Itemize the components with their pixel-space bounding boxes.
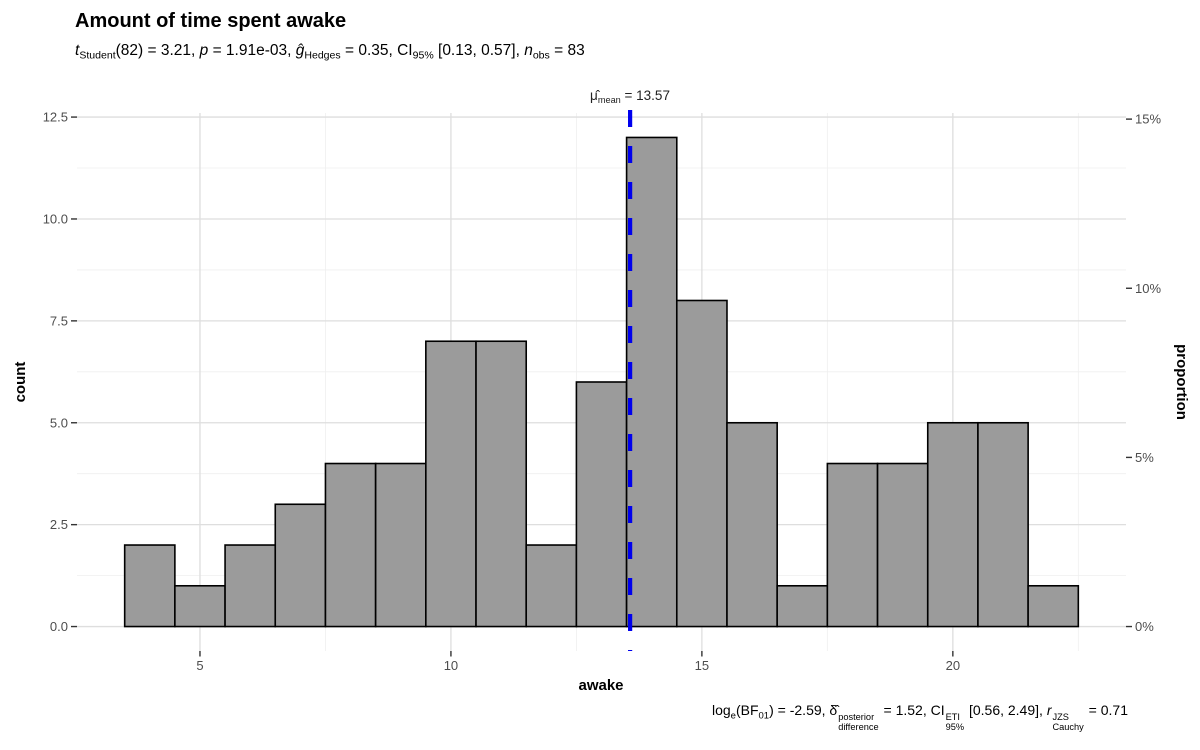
histogram-bar xyxy=(525,544,578,628)
secondary-y-axis-title: proportion xyxy=(1173,344,1190,420)
histogram-bar xyxy=(776,584,829,628)
x-axis-title: awake xyxy=(578,677,624,694)
y-tick-label: 12.5 xyxy=(43,110,68,125)
y-axis-title: count xyxy=(12,361,29,403)
histogram-bar xyxy=(324,462,377,628)
histogram-bar xyxy=(876,462,929,628)
y2-tick-label: 0% xyxy=(1135,619,1154,634)
y2-tick-label: 10% xyxy=(1135,281,1161,296)
histogram-bar xyxy=(675,299,728,628)
histogram-bar xyxy=(826,462,879,628)
mean-annotation: μ̂mean = 13.57 xyxy=(590,88,670,106)
y-tick-label: 10.0 xyxy=(43,211,68,226)
y-tick-label: 7.5 xyxy=(50,313,68,328)
y-tick-label: 0.0 xyxy=(50,619,68,634)
histogram-bar xyxy=(575,381,628,628)
y-tick-label: 2.5 xyxy=(50,517,68,532)
histogram-bar xyxy=(977,421,1029,628)
histogram-bar xyxy=(224,544,277,628)
y2-tick-label: 5% xyxy=(1135,450,1154,465)
histogram-bar xyxy=(625,136,678,628)
x-tick-label: 5 xyxy=(196,658,203,673)
histogram-bar xyxy=(123,544,176,628)
frequentist-stats-subtitle: tStudent(82) = 3.21, p = 1.91e-03, ĝHedg… xyxy=(75,42,585,62)
x-tick-label: 10 xyxy=(444,658,458,673)
histogram-bar xyxy=(726,421,778,628)
y2-tick-label: 15% xyxy=(1135,112,1161,127)
histogram-bar xyxy=(926,421,979,628)
histogram-bar xyxy=(174,584,226,628)
histogram-bar xyxy=(475,340,528,628)
x-tick-label: 15 xyxy=(695,658,709,673)
histogram-bar xyxy=(1027,584,1080,628)
x-tick-label: 20 xyxy=(946,658,960,673)
histogram-bar xyxy=(425,340,477,628)
histogram-bar xyxy=(374,462,427,628)
page-title: Amount of time spent awake xyxy=(75,10,347,32)
histogram-bar xyxy=(274,503,327,628)
bayesian-stats-caption: loge(BF01) = -2.59, δ̂ posterior differenc… xyxy=(711,702,1128,733)
y-tick-label: 5.0 xyxy=(50,415,68,430)
